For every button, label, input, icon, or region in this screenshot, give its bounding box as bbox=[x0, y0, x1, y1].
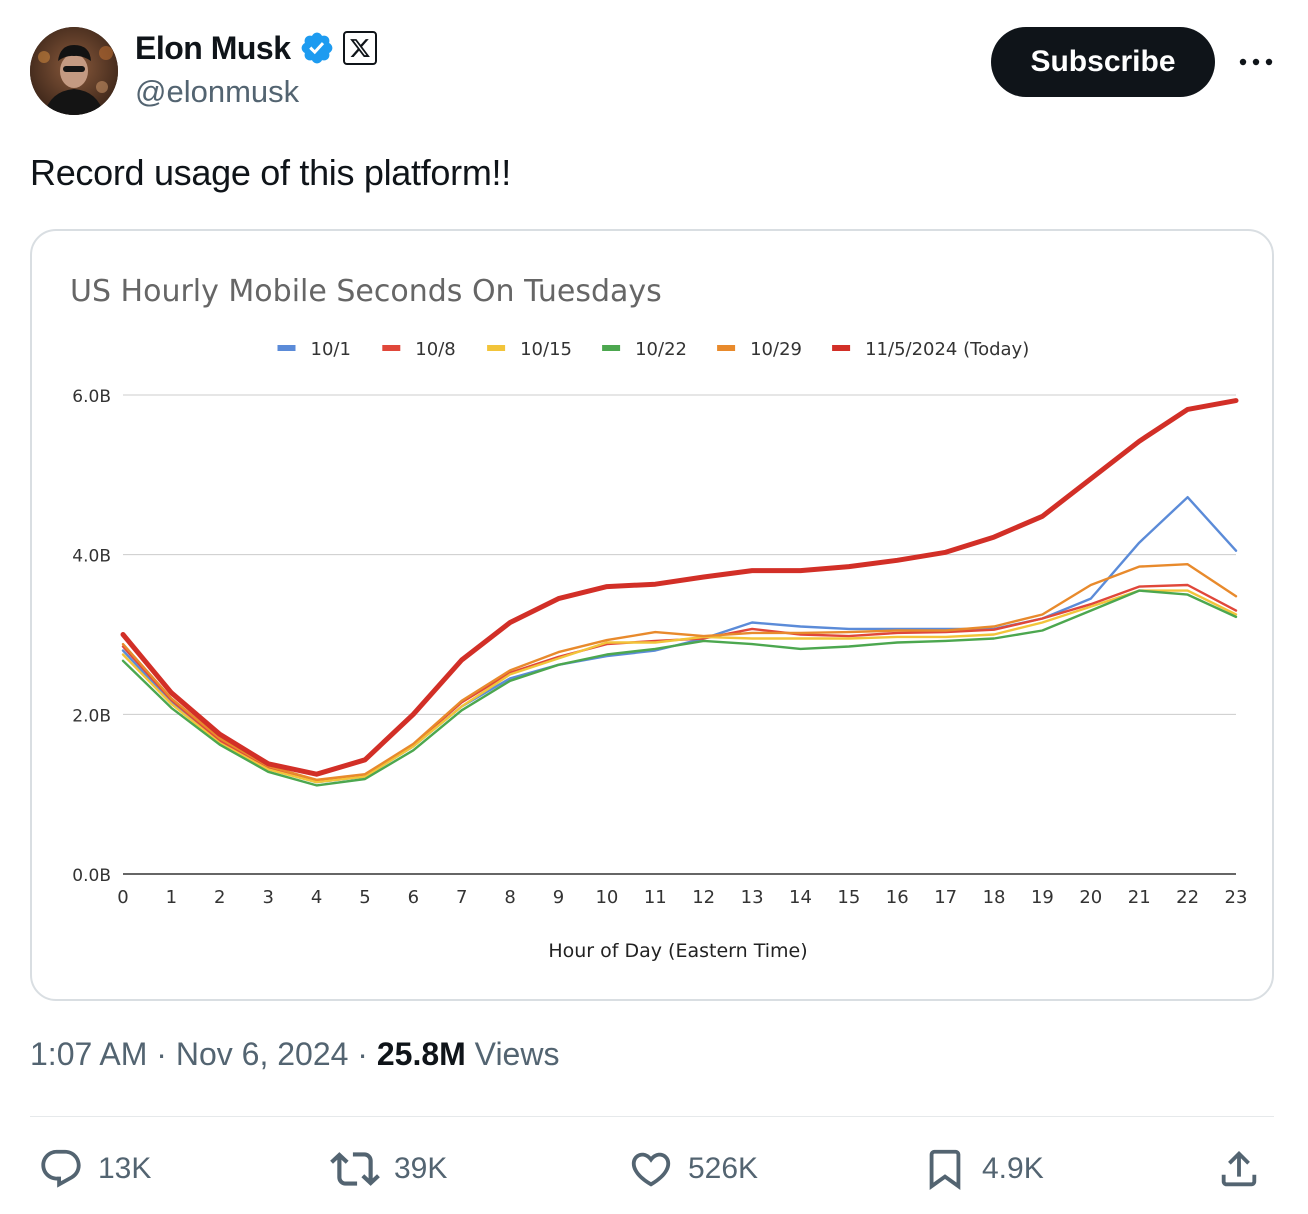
view-count: 25.8M bbox=[376, 1036, 466, 1072]
x-tick-label: 0 bbox=[117, 887, 128, 908]
x-tick-label: 1 bbox=[166, 887, 177, 908]
author-name[interactable]: Elon Musk bbox=[135, 29, 291, 66]
author-name-row: Elon Musk bbox=[135, 28, 377, 68]
author-handle[interactable]: @elonmusk bbox=[135, 74, 300, 109]
legend-label: 10/29 bbox=[750, 339, 802, 360]
divider bbox=[30, 1116, 1274, 1117]
series-line bbox=[121, 563, 1238, 781]
chart-title: US Hourly Mobile Seconds On Tuesdays bbox=[70, 274, 662, 309]
legend-swatch bbox=[832, 345, 851, 351]
x-tick-label: 2 bbox=[214, 887, 225, 908]
views-label: Views bbox=[474, 1036, 560, 1072]
y-axis: 0.0B 2.0B 4.0B 6.0B bbox=[72, 387, 111, 886]
legend-swatch bbox=[487, 345, 506, 351]
like-button[interactable]: 526K bbox=[628, 1146, 758, 1192]
x-tick-label: 5 bbox=[359, 887, 370, 908]
bookmark-count: 4.9K bbox=[982, 1152, 1044, 1185]
chart-image[interactable]: US Hourly Mobile Seconds On Tuesdays 10/… bbox=[30, 229, 1274, 1001]
legend-label: 11/5/2024 (Today) bbox=[865, 339, 1029, 360]
legend-label: 10/15 bbox=[520, 339, 572, 360]
x-axis: 0 1 2 3 4 5 6 7 8 9 10 11 12 13 14 15 16 17 18 19 20 21 22 23 bbox=[117, 873, 1248, 908]
legend-swatch bbox=[717, 345, 736, 351]
legend-label: 10/22 bbox=[635, 339, 687, 360]
x-tick-label: 6 bbox=[408, 887, 419, 908]
bookmark-button[interactable]: 4.9K bbox=[922, 1146, 1044, 1192]
legend-label: 10/8 bbox=[415, 339, 455, 360]
x-tick-label: 23 bbox=[1225, 887, 1248, 908]
y-tick-label: 4.0B bbox=[72, 547, 111, 567]
repost-count: 39K bbox=[394, 1152, 448, 1185]
x-tick-label: 8 bbox=[504, 887, 515, 908]
chart-grid bbox=[123, 394, 1236, 715]
x-tick-label: 4 bbox=[311, 887, 322, 908]
x-tick-label: 9 bbox=[553, 887, 564, 908]
tweet-meta: 1:07 AM · Nov 6, 2024 · 25.8M Views bbox=[30, 1036, 559, 1073]
verified-badge-icon[interactable] bbox=[299, 30, 335, 66]
repost-icon bbox=[330, 1152, 380, 1186]
x-axis-label: Hour of Day (Eastern Time) bbox=[548, 940, 807, 962]
chart-legend: 10/1 10/8 10/15 10/22 10/29 11/5/2024 (Today) bbox=[277, 339, 1029, 360]
like-count: 526K bbox=[688, 1152, 759, 1185]
y-tick-label: 2.0B bbox=[72, 706, 111, 726]
tweet-date[interactable]: Nov 6, 2024 bbox=[175, 1036, 349, 1072]
reply-button[interactable]: 13K bbox=[38, 1146, 151, 1192]
x-tick-label: 18 bbox=[983, 887, 1006, 908]
x-logo-icon[interactable] bbox=[342, 31, 377, 65]
x-tick-label: 21 bbox=[1128, 887, 1151, 908]
x-tick-label: 20 bbox=[1079, 887, 1102, 908]
repost-button[interactable]: 39K bbox=[330, 1146, 447, 1192]
legend-swatch bbox=[382, 345, 401, 351]
subscribe-button[interactable]: Subscribe bbox=[991, 27, 1215, 97]
x-tick-label: 11 bbox=[644, 887, 667, 908]
legend-label: 10/1 bbox=[311, 339, 351, 360]
legend-swatch bbox=[277, 345, 296, 351]
x-tick-label: 12 bbox=[692, 887, 715, 908]
series-line bbox=[120, 398, 1239, 777]
x-tick-label: 17 bbox=[934, 887, 957, 908]
series-line bbox=[121, 589, 1238, 784]
meta-separator: · bbox=[156, 1036, 176, 1072]
x-tick-label: 16 bbox=[886, 887, 909, 908]
avatar[interactable] bbox=[30, 27, 118, 115]
x-tick-label: 10 bbox=[595, 887, 618, 908]
tweet-time[interactable]: 1:07 AM bbox=[30, 1036, 148, 1072]
reply-icon bbox=[41, 1149, 81, 1188]
chart-series bbox=[120, 398, 1239, 787]
bookmark-icon bbox=[929, 1149, 961, 1190]
x-tick-label: 19 bbox=[1031, 887, 1054, 908]
y-tick-label: 6.0B bbox=[72, 387, 111, 407]
chart-svg: US Hourly Mobile Seconds On Tuesdays 10/… bbox=[70, 274, 1248, 962]
meta-separator: · bbox=[357, 1036, 377, 1072]
legend-swatch bbox=[602, 345, 621, 351]
x-tick-label: 3 bbox=[262, 887, 273, 908]
share-icon bbox=[1221, 1150, 1257, 1187]
tweet-text: Record usage of this platform!! bbox=[30, 152, 511, 193]
x-tick-label: 13 bbox=[741, 887, 764, 908]
more-icon[interactable] bbox=[1234, 44, 1278, 80]
x-tick-label: 22 bbox=[1176, 887, 1199, 908]
x-tick-label: 15 bbox=[837, 887, 860, 908]
share-button[interactable] bbox=[1216, 1146, 1262, 1192]
x-tick-label: 7 bbox=[456, 887, 467, 908]
like-icon bbox=[631, 1152, 671, 1187]
reply-count: 13K bbox=[98, 1152, 152, 1185]
x-tick-label: 14 bbox=[789, 887, 812, 908]
y-tick-label: 0.0B bbox=[72, 866, 111, 886]
series-line bbox=[121, 589, 1238, 787]
